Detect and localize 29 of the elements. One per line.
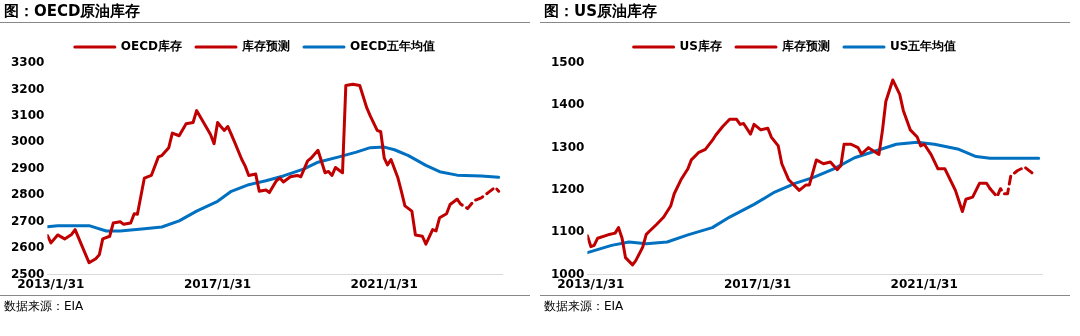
y-tick-label: 1200 <box>550 182 585 197</box>
y-tick-label: 1400 <box>550 97 585 112</box>
x-tick-label: 2013/1/31 <box>17 276 85 291</box>
source-note: 数据来源：EIA <box>0 295 530 316</box>
y-tick-label: 3000 <box>10 134 45 149</box>
chart-title: 图：US原油库存 <box>540 0 1070 23</box>
x-tick-label: 2017/1/31 <box>723 276 792 291</box>
y-tick-label: 2600 <box>10 240 45 255</box>
x-tick-label: 2013/1/31 <box>557 276 625 291</box>
y-tick-label: 1500 <box>550 55 585 70</box>
y-tick-label: 2700 <box>10 213 45 228</box>
x-tick-label: 2021/1/31 <box>350 276 418 291</box>
legend-label: 库存预测 <box>241 39 290 54</box>
y-tick-label: 1300 <box>550 139 585 154</box>
legend-label: US五年均值 <box>890 39 957 54</box>
legend-label: OECD五年均值 <box>350 39 436 54</box>
y-tick-label: 3100 <box>10 108 45 123</box>
y-tick-label: 2900 <box>10 160 45 175</box>
x-tick-label: 2017/1/31 <box>183 276 252 291</box>
x-tick-label: 2021/1/31 <box>890 276 958 291</box>
y-tick-label: 3200 <box>10 81 45 96</box>
legend-label: US库存 <box>679 39 722 54</box>
y-tick-label: 1100 <box>550 224 585 239</box>
y-tick-label: 2800 <box>10 187 45 202</box>
chart-title: 图：OECD原油库存 <box>0 0 530 23</box>
legend-label: 库存预测 <box>781 39 830 54</box>
y-tick-label: 3300 <box>10 55 45 70</box>
source-note: 数据来源：EIA <box>540 295 1070 316</box>
legend-label: OECD库存 <box>120 39 183 54</box>
